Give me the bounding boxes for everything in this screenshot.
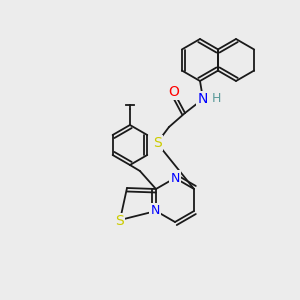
Text: S: S — [115, 214, 123, 228]
Text: N: N — [150, 205, 160, 218]
Text: H: H — [211, 92, 221, 106]
Text: O: O — [169, 85, 179, 99]
Text: S: S — [153, 136, 161, 150]
Text: N: N — [198, 92, 208, 106]
Text: N: N — [170, 172, 180, 184]
